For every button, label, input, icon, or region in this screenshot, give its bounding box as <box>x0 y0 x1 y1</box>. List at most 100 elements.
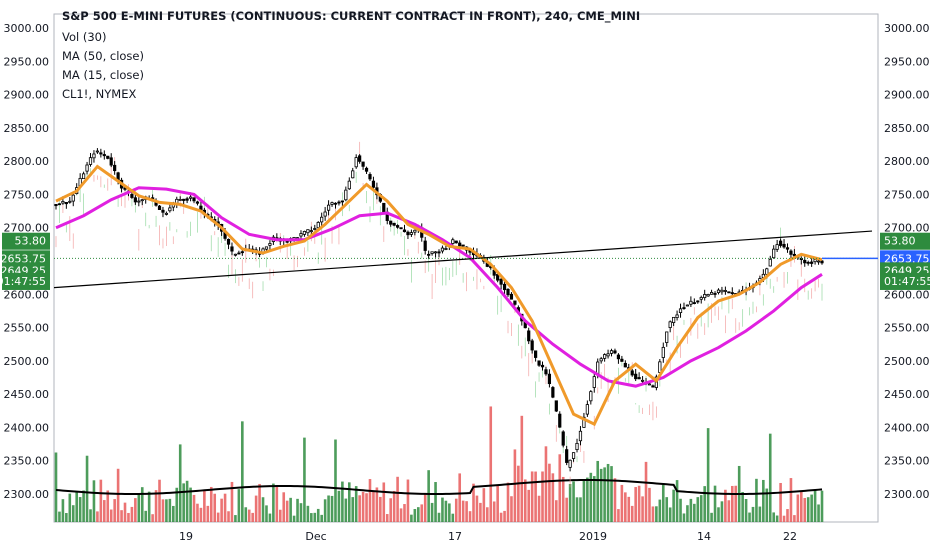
es-candle-body <box>727 291 731 294</box>
legend-volume[interactable]: Vol (30) <box>62 30 107 44</box>
y-tick-label-right: 2400.00 <box>884 421 930 434</box>
volume-bar <box>541 471 544 522</box>
volume-bar <box>399 508 403 522</box>
volume-bar <box>720 501 724 522</box>
price-tag-left-bg <box>2 272 50 290</box>
es-candle-body <box>558 413 562 428</box>
es-candle-body <box>637 377 641 380</box>
es-candle-body <box>440 247 445 252</box>
volume-bar <box>299 503 303 522</box>
volume-bar <box>310 513 313 522</box>
es-candle-body <box>537 360 541 366</box>
volume-bar <box>341 481 344 522</box>
x-tick-label: 17 <box>448 530 462 543</box>
es-candle-body <box>668 321 672 328</box>
es-candle-body <box>399 227 403 230</box>
volume-bar <box>334 439 337 522</box>
es-candle-body <box>665 331 669 343</box>
volume-bar <box>261 497 265 522</box>
es-candle-body <box>792 253 796 257</box>
legend-crude[interactable]: CL1!, NYMEX <box>62 87 137 101</box>
volume-bar <box>161 499 165 522</box>
volume-bar <box>172 505 175 522</box>
es-candle-body <box>554 400 558 412</box>
volume-bar <box>127 512 130 522</box>
volume-bar <box>123 502 127 522</box>
y-tick-label-right: 2350.00 <box>884 455 930 468</box>
volume-bar <box>113 499 116 522</box>
es-candle-body <box>534 350 538 358</box>
es-candle-body <box>606 353 610 357</box>
es-candle-body <box>99 152 103 155</box>
es-candle-body <box>130 194 134 198</box>
legend-ma50[interactable]: MA (50, close) <box>62 49 144 63</box>
es-candle-body <box>816 260 821 263</box>
es-candle-body <box>685 304 690 307</box>
volume-bar <box>344 498 348 522</box>
es-candle-body <box>409 232 413 235</box>
volume-bar <box>278 509 282 522</box>
trendline-lower <box>53 230 873 289</box>
price-tag-right-bg <box>880 232 930 250</box>
volume-bar <box>379 496 382 522</box>
volume-bar <box>234 515 237 522</box>
volume-bar <box>665 497 669 522</box>
volume-bar <box>796 494 800 522</box>
y-tick-label-left: 2300.00 <box>4 488 50 501</box>
es-candle-body <box>188 196 193 199</box>
es-candle-body <box>540 364 545 368</box>
volume-bar <box>724 489 727 522</box>
es-candle-body <box>692 302 696 305</box>
es-candle-body <box>571 452 576 459</box>
volume-bar <box>337 490 341 522</box>
price-tag-left: 01:47:55 <box>0 275 46 288</box>
volume-bar <box>789 478 793 522</box>
volume-bar <box>272 483 275 522</box>
volume-bar <box>134 498 137 522</box>
es-candle-body <box>178 199 182 201</box>
y-tick-label-right: 2900.00 <box>884 89 930 102</box>
volume-bar <box>482 488 486 522</box>
volume-bar <box>189 487 192 522</box>
es-candle-body <box>451 239 455 244</box>
es-candle-body <box>361 161 365 167</box>
es-candle-body <box>620 358 624 362</box>
volume-bar <box>220 498 223 522</box>
es-candle-body <box>347 180 351 190</box>
es-candle-body <box>351 170 355 179</box>
volume-bar <box>734 485 738 522</box>
es-candle-body <box>603 354 607 359</box>
price-tag-right: 2653.75 <box>884 252 930 265</box>
es-candle-body <box>199 205 203 211</box>
es-candle-body <box>337 201 341 204</box>
volume-bar <box>592 476 596 522</box>
volume-bar <box>320 514 323 522</box>
volume-bar <box>192 494 196 522</box>
volume-bar <box>316 508 320 522</box>
legend-ma15[interactable]: MA (15, close) <box>62 68 144 82</box>
volume-bar <box>182 483 185 522</box>
volume-bar <box>741 492 744 522</box>
volume-bar <box>572 481 575 522</box>
es-candle-body <box>806 261 810 264</box>
volume-bar <box>751 506 755 522</box>
volume-bar <box>517 465 520 522</box>
volume-bar <box>675 480 679 522</box>
y-tick-label-right: 2950.00 <box>884 55 930 68</box>
volume-bar <box>503 510 506 522</box>
es-candle-body <box>168 207 172 212</box>
es-candle-body <box>630 370 634 376</box>
volume-bar <box>109 509 113 522</box>
volume-bar <box>103 500 106 522</box>
volume-bar <box>630 505 634 522</box>
es-candle-body <box>651 385 655 388</box>
volume-bar <box>762 479 765 522</box>
es-candle-body <box>803 259 807 264</box>
volume-bar <box>185 480 189 522</box>
es-candle-body <box>506 288 510 296</box>
volume-bar <box>389 498 392 522</box>
volume-bar <box>472 483 475 522</box>
y-tick-label-left: 2900.00 <box>4 89 50 102</box>
es-candle-body <box>433 251 438 254</box>
